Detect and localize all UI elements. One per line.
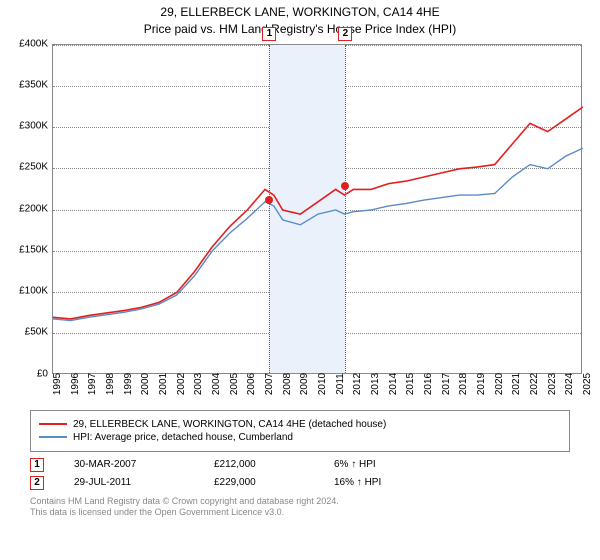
legend-label: HPI: Average price, detached house, Cumb… [73, 432, 293, 443]
plot-area: 12 [52, 44, 582, 374]
sale-marker-box: 1 [262, 27, 276, 41]
x-axis-label: 2024 [564, 372, 575, 394]
sale-date: 30-MAR-2007 [74, 459, 184, 470]
chart-subtitle: Price paid vs. HM Land Registry's House … [0, 21, 600, 44]
sale-date: 29-JUL-2011 [74, 477, 184, 488]
x-axis-label: 1999 [123, 372, 134, 394]
x-axis-label: 2013 [370, 372, 381, 394]
y-axis-label: £50K [25, 327, 48, 338]
legend-label: 29, ELLERBECK LANE, WORKINGTON, CA14 4HE… [73, 419, 386, 430]
x-axis-label: 2018 [458, 372, 469, 394]
y-axis-label: £200K [19, 203, 48, 214]
legend-item: 29, ELLERBECK LANE, WORKINGTON, CA14 4HE… [39, 419, 561, 430]
y-axis-label: £400K [19, 38, 48, 49]
chart-container: 29, ELLERBECK LANE, WORKINGTON, CA14 4HE… [0, 0, 600, 560]
sale-dot [341, 182, 349, 190]
x-axis-label: 2021 [511, 372, 522, 394]
x-axis-label: 2012 [352, 372, 363, 394]
x-axis-label: 1995 [52, 372, 63, 394]
footer-attribution: Contains HM Land Registry data © Crown c… [30, 496, 570, 519]
x-axis-label: 2008 [282, 372, 293, 394]
footer-line: This data is licensed under the Open Gov… [30, 507, 570, 519]
y-axis-label: £0 [37, 368, 48, 379]
x-axis-label: 2009 [299, 372, 310, 394]
x-axis-label: 1996 [70, 372, 81, 394]
line-series-svg [53, 45, 583, 375]
sale-delta: 16% ↑ HPI [334, 477, 381, 488]
sales-list: 1 30-MAR-2007 £212,000 6% ↑ HPI 2 29-JUL-2011… [0, 458, 600, 490]
sale-delta: 6% ↑ HPI [334, 459, 376, 470]
sale-row: 1 30-MAR-2007 £212,000 6% ↑ HPI [30, 458, 570, 472]
sale-marker-box: 2 [338, 27, 352, 41]
x-axis-label: 2000 [140, 372, 151, 394]
y-axis-label: £250K [19, 162, 48, 173]
y-axis-label: £350K [19, 79, 48, 90]
x-axis-label: 1998 [105, 372, 116, 394]
legend-item: HPI: Average price, detached house, Cumb… [39, 432, 561, 443]
x-axis-label: 2020 [494, 372, 505, 394]
sale-dot [265, 196, 273, 204]
x-axis-label: 2015 [405, 372, 416, 394]
legend-swatch [39, 423, 67, 425]
sale-price: £212,000 [214, 459, 304, 470]
x-axis-label: 2007 [264, 372, 275, 394]
sale-price: £229,000 [214, 477, 304, 488]
x-axis-label: 2014 [388, 372, 399, 394]
x-axis-label: 2019 [476, 372, 487, 394]
x-axis-label: 2017 [441, 372, 452, 394]
y-axis-label: £150K [19, 244, 48, 255]
x-axis-label: 2004 [211, 372, 222, 394]
x-axis-label: 2010 [317, 372, 328, 394]
x-axis-label: 2006 [246, 372, 257, 394]
x-axis-label: 2005 [229, 372, 240, 394]
footer-line: Contains HM Land Registry data © Crown c… [30, 496, 570, 508]
x-axis-label: 2002 [176, 372, 187, 394]
sale-row: 2 29-JUL-2011 £229,000 16% ↑ HPI [30, 476, 570, 490]
series-hpi [53, 148, 583, 321]
y-axis-label: £100K [19, 286, 48, 297]
x-axis-label: 2016 [423, 372, 434, 394]
x-axis-label: 2001 [158, 372, 169, 394]
series-property [53, 106, 583, 318]
sale-marker-icon: 1 [30, 458, 44, 472]
x-axis-label: 2023 [547, 372, 558, 394]
chart-area: 12 £0£50K£100K£150K£200K£250K£300K£350K£… [10, 44, 590, 404]
x-axis-label: 2025 [582, 372, 593, 394]
y-axis-label: £300K [19, 121, 48, 132]
x-axis-label: 2003 [193, 372, 204, 394]
x-axis-label: 2022 [529, 372, 540, 394]
legend: 29, ELLERBECK LANE, WORKINGTON, CA14 4HE… [30, 410, 570, 452]
x-axis-label: 2011 [335, 373, 346, 395]
chart-title: 29, ELLERBECK LANE, WORKINGTON, CA14 4HE [0, 0, 600, 21]
x-axis-label: 1997 [87, 372, 98, 394]
sale-marker-icon: 2 [30, 476, 44, 490]
legend-swatch [39, 436, 67, 438]
